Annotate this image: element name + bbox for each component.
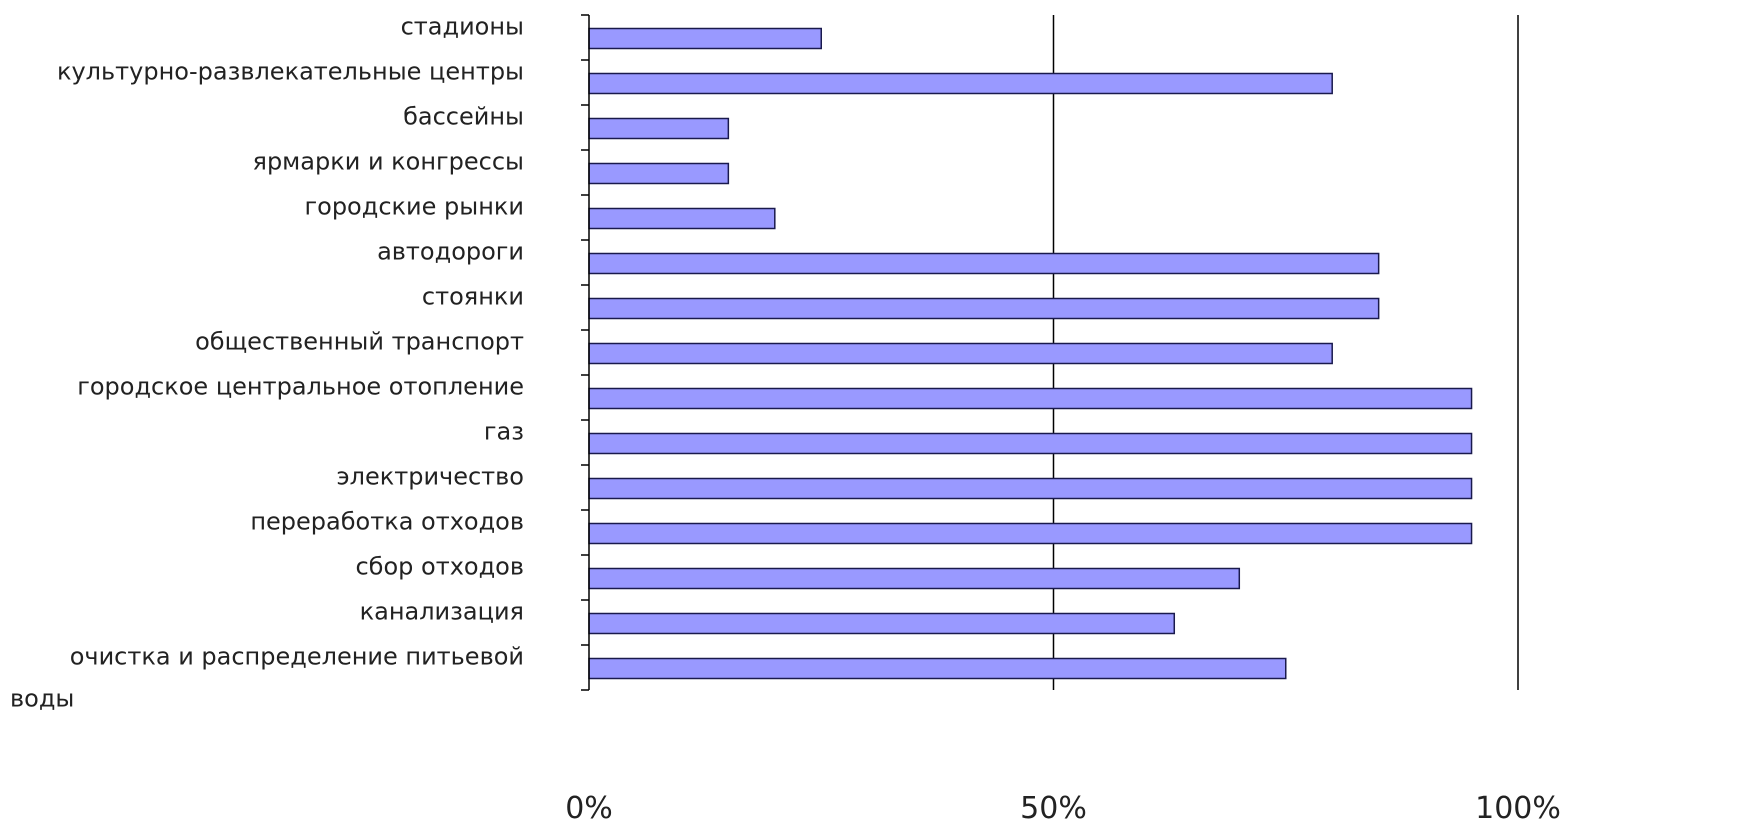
category-label: стадионы bbox=[401, 13, 524, 41]
bar bbox=[588, 477, 1473, 500]
y-axis bbox=[581, 14, 590, 691]
category-label: ярмарки и конгрессы bbox=[253, 148, 525, 176]
category-label: сбор отходов bbox=[355, 553, 524, 581]
bar bbox=[588, 162, 730, 185]
bar bbox=[588, 432, 1473, 455]
x-tick-label: 100% bbox=[1475, 791, 1561, 826]
bar bbox=[588, 27, 822, 50]
category-label: автодороги bbox=[377, 238, 524, 266]
category-labels: стадионы культурно-развлекательные центры… bbox=[10, 13, 524, 713]
bar bbox=[588, 72, 1333, 95]
bar bbox=[588, 297, 1380, 320]
category-label: бассейны bbox=[403, 103, 524, 131]
bar bbox=[588, 612, 1176, 635]
bar bbox=[588, 387, 1473, 410]
bar bbox=[588, 117, 730, 140]
category-label: электричество bbox=[336, 463, 524, 491]
bar bbox=[588, 567, 1241, 590]
bar bbox=[588, 657, 1287, 680]
category-label: городское центральное отопление bbox=[77, 373, 524, 401]
category-label: газ bbox=[484, 418, 524, 446]
category-label: воды bbox=[10, 685, 74, 713]
category-label: очистка и распределение питьевой bbox=[70, 643, 524, 671]
category-label: культурно-развлекательные центры bbox=[57, 58, 524, 86]
x-tick-labels: 0% 50% 100% bbox=[565, 791, 1561, 826]
bar bbox=[588, 207, 776, 230]
bar bbox=[588, 522, 1473, 545]
category-label: общественный транспорт bbox=[195, 328, 524, 356]
bars bbox=[588, 27, 1473, 680]
bar bbox=[588, 252, 1380, 275]
category-label: переработка отходов bbox=[250, 508, 524, 536]
x-tick-label: 0% bbox=[565, 791, 613, 826]
category-label: стоянки bbox=[422, 283, 524, 311]
category-label: канализация bbox=[360, 598, 524, 626]
x-tick-label: 50% bbox=[1020, 791, 1087, 826]
category-label: городские рынки bbox=[305, 193, 524, 221]
bar bbox=[588, 342, 1333, 365]
